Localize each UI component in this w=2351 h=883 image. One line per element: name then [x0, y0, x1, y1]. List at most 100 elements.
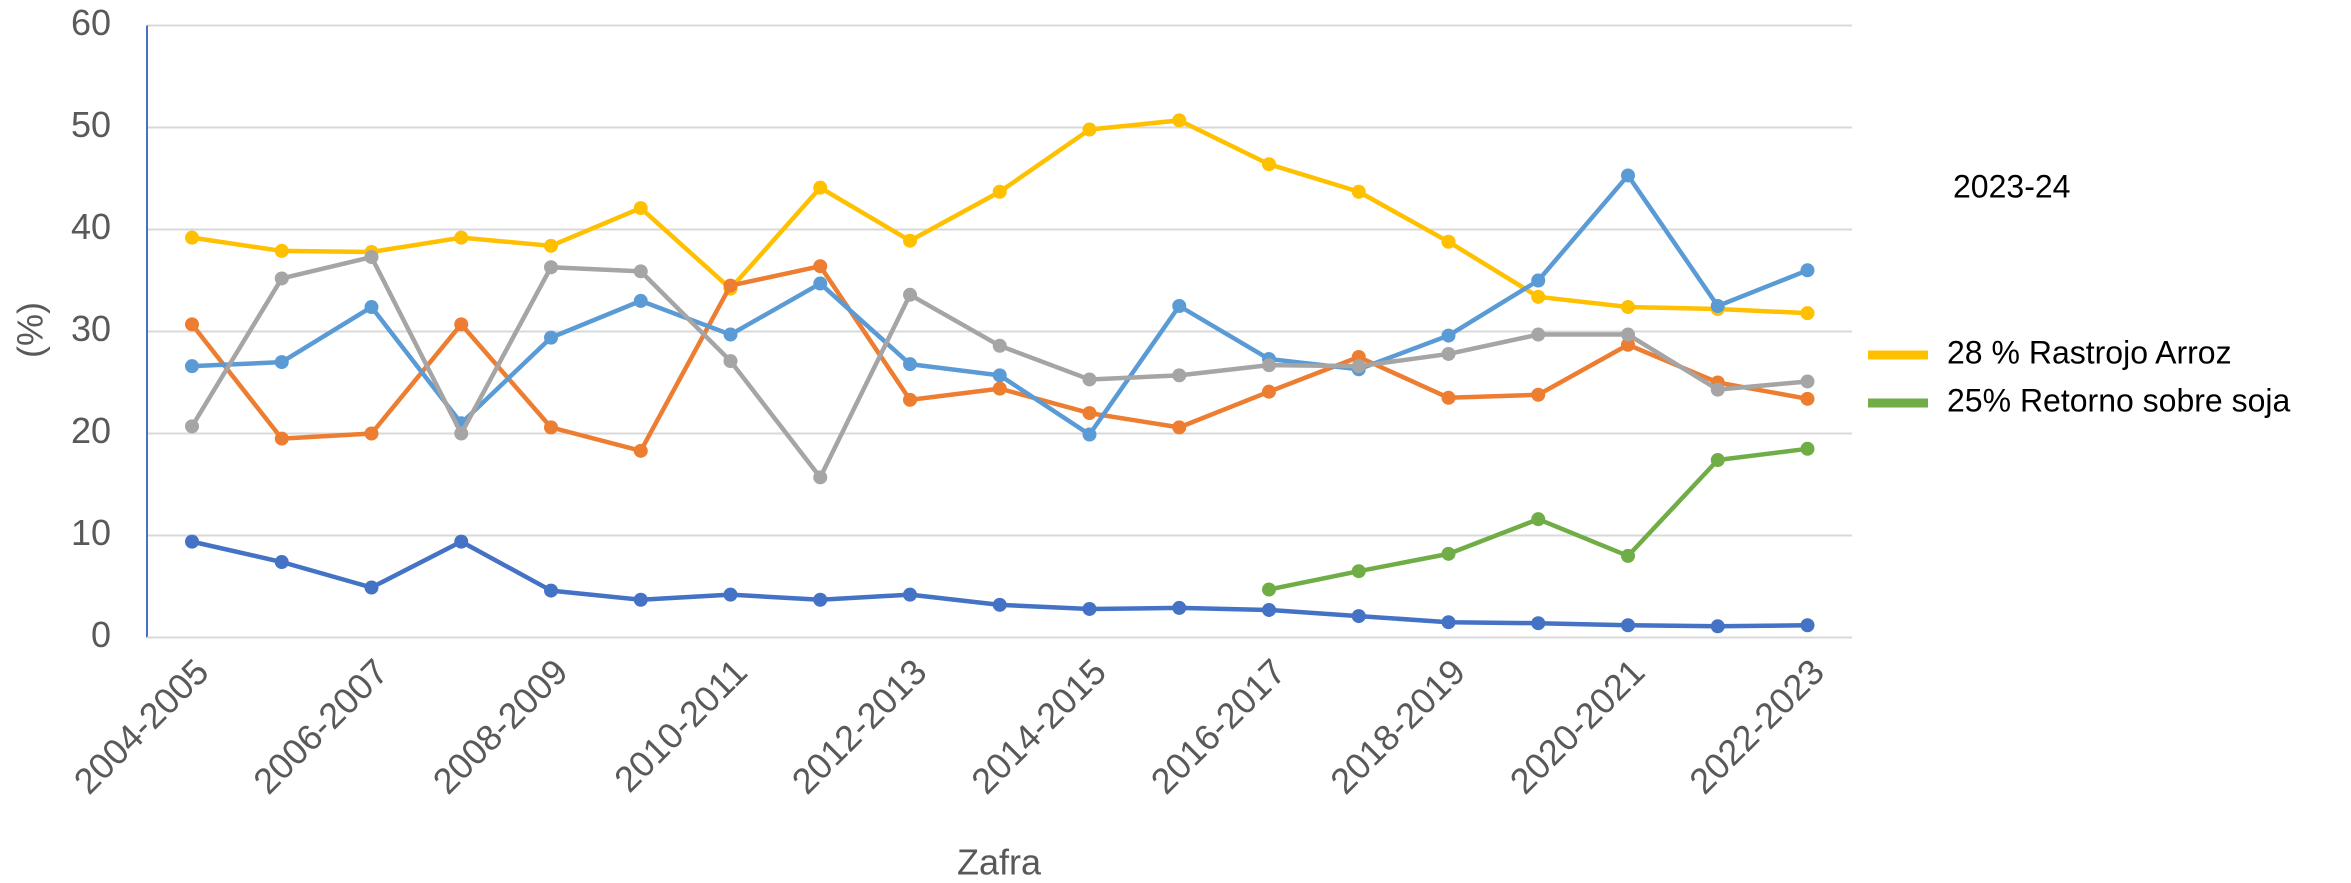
data-point	[813, 592, 828, 607]
data-point	[274, 355, 289, 370]
y-tick-label: 60	[71, 2, 111, 43]
x-tick-label: 2010-2011	[606, 651, 755, 800]
data-point	[1531, 512, 1546, 527]
data-point	[185, 419, 199, 434]
data-point	[1800, 391, 1815, 406]
data-point	[1262, 582, 1276, 597]
x-tick-label: 2022-2023	[1681, 651, 1832, 802]
series-line	[191, 539, 1808, 629]
y-tick-label: 30	[71, 308, 111, 349]
data-point	[723, 278, 738, 293]
data-point	[1800, 441, 1815, 456]
data-point	[1441, 234, 1456, 249]
data-point	[1441, 546, 1456, 561]
x-tick-label: 2014-2015	[963, 651, 1114, 802]
data-point	[1082, 372, 1097, 387]
data-point	[364, 300, 379, 315]
data-point	[1531, 273, 1546, 288]
data-point	[633, 201, 648, 216]
data-point	[454, 230, 469, 245]
data-point	[544, 583, 558, 598]
data-point	[185, 359, 199, 374]
data-point	[723, 354, 738, 369]
series-line	[191, 118, 1808, 316]
data-point	[185, 534, 199, 549]
data-point	[1082, 427, 1097, 442]
y-tick-label: 50	[71, 104, 111, 145]
data-point	[274, 243, 289, 258]
data-point	[364, 580, 379, 595]
data-point	[1351, 359, 1366, 374]
data-point	[185, 230, 199, 245]
data-point	[1262, 384, 1276, 399]
data-point	[1351, 609, 1366, 624]
x-tick-label: 2016-2017	[1143, 651, 1294, 802]
x-tick-label: 2018-2019	[1322, 651, 1473, 802]
data-point	[813, 259, 828, 274]
data-point	[633, 264, 648, 279]
data-point	[1172, 368, 1187, 383]
data-point	[1441, 328, 1456, 343]
data-point	[1441, 615, 1456, 630]
data-point	[992, 368, 1007, 383]
data-point	[1710, 382, 1725, 397]
data-point	[723, 587, 738, 602]
data-point	[723, 327, 738, 342]
data-point	[633, 443, 648, 458]
legend-title: 2023-24	[1953, 168, 2070, 204]
series-line	[191, 173, 1809, 437]
x-tick-label: 2006-2007	[245, 651, 396, 802]
series-line	[190, 263, 1808, 454]
data-point	[633, 293, 648, 308]
data-point	[903, 587, 917, 602]
data-point	[992, 597, 1007, 612]
data-point	[1441, 390, 1456, 405]
data-point	[274, 271, 289, 286]
data-point	[1082, 122, 1097, 137]
y-tick-label: 20	[71, 410, 111, 451]
x-axis-label: Zafra	[957, 842, 1042, 883]
data-point	[1351, 184, 1366, 199]
data-point	[454, 534, 469, 549]
data-point	[544, 238, 558, 253]
data-point	[1172, 420, 1187, 435]
data-point	[1082, 406, 1097, 421]
data-point	[1621, 548, 1635, 563]
data-point	[454, 426, 469, 441]
data-point	[544, 260, 558, 275]
x-tick-label: 2020-2021	[1502, 651, 1653, 802]
data-point	[903, 287, 917, 302]
x-tick-label: 2012-2013	[784, 651, 935, 802]
x-tick-label: 2004-2005	[66, 651, 217, 802]
legend-label: 28 % Rastrojo Arroz	[1947, 334, 2232, 370]
data-point	[454, 317, 469, 332]
data-point	[903, 233, 917, 248]
data-point	[1172, 113, 1187, 128]
data-point	[1621, 327, 1635, 342]
data-point	[1172, 600, 1187, 615]
data-point	[813, 470, 828, 485]
data-point	[813, 276, 828, 291]
data-point	[992, 381, 1007, 396]
data-point	[633, 592, 648, 607]
data-point	[364, 250, 379, 265]
data-point	[813, 180, 828, 195]
data-point	[903, 392, 917, 407]
data-point	[1531, 289, 1546, 304]
data-point	[903, 357, 917, 372]
y-tick-label: 10	[71, 512, 111, 553]
data-point	[1262, 157, 1276, 172]
data-point	[544, 330, 558, 345]
data-point	[1531, 387, 1546, 402]
data-point	[274, 431, 289, 446]
data-point	[185, 317, 199, 332]
data-point	[1800, 374, 1815, 389]
data-point	[1262, 358, 1276, 373]
data-point	[1351, 564, 1366, 579]
data-point	[992, 338, 1007, 353]
data-point	[1621, 337, 1635, 352]
data-point	[1172, 299, 1187, 313]
series-line	[190, 254, 1808, 480]
data-point	[364, 426, 379, 441]
